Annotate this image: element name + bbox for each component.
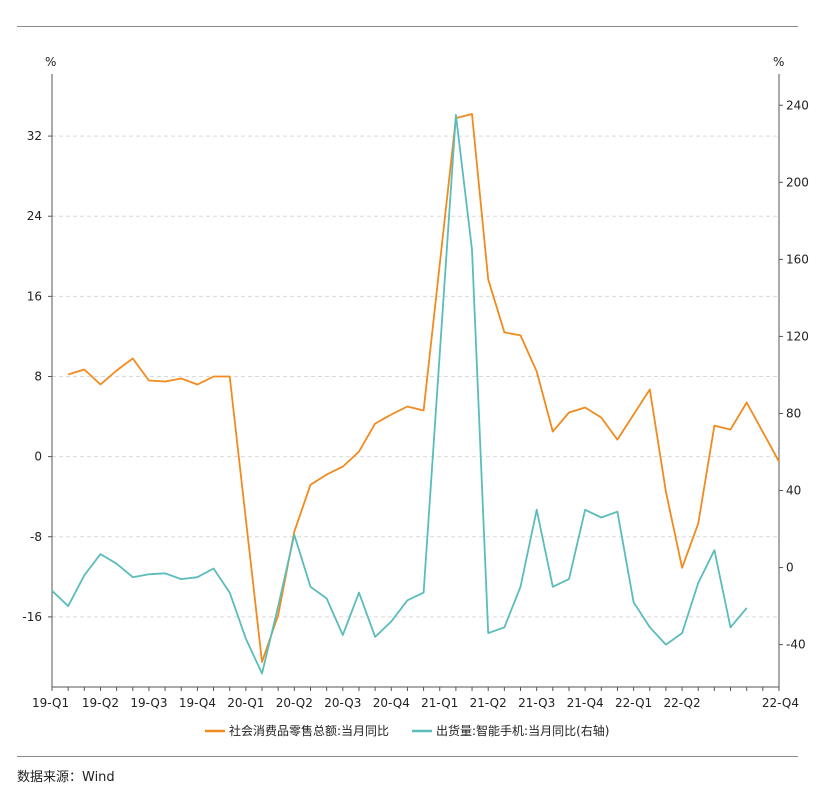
- left-tick-label: 8: [34, 369, 42, 383]
- legend-label-1: 出货量:智能手机:当月同比(右轴): [436, 723, 609, 738]
- right-tick-label: 240: [786, 98, 809, 112]
- x-tick-label: 22-Q4: [762, 696, 799, 710]
- x-tick-label: 20-Q4: [373, 696, 410, 710]
- right-tick-label: 200: [786, 175, 809, 189]
- x-tick-label: 22-Q2: [664, 696, 701, 710]
- x-tick-label: 21-Q1: [421, 696, 458, 710]
- x-tick-label: 20-Q2: [276, 696, 313, 710]
- axes: % % -16 -8 0 8 16 24 32 -40 0 40 80 120 160 200 240 19-Q1…: [22, 55, 809, 710]
- series-lines: [51, 113, 780, 675]
- x-tick-label: 19-Q1: [32, 696, 69, 710]
- left-tick-label: -8: [30, 530, 42, 544]
- right-tick-label: 0: [786, 561, 794, 575]
- right-tick-label: 40: [786, 484, 801, 498]
- bottom-rule: [17, 756, 798, 757]
- right-tick-label: -40: [786, 638, 806, 652]
- x-tick-label: 21-Q3: [518, 696, 555, 710]
- left-tick-label: 32: [27, 129, 42, 143]
- x-tick-label: 21-Q2: [470, 696, 507, 710]
- left-tick-label: -16: [22, 610, 42, 624]
- x-tick-label: 21-Q4: [567, 696, 604, 710]
- x-tick-label: 19-Q4: [179, 696, 216, 710]
- right-tick-label: 160: [786, 252, 809, 266]
- source-note: 数据来源：Wind: [17, 770, 115, 785]
- series-line-smartphone-shipments: [51, 114, 748, 675]
- x-tick-label: 19-Q3: [130, 696, 167, 710]
- x-tick-label: 19-Q2: [82, 696, 119, 710]
- right-axis-unit: %: [773, 55, 784, 69]
- x-tick-label: 20-Q3: [324, 696, 361, 710]
- legend: 社会消费品零售总额:当月同比 出货量:智能手机:当月同比(右轴): [205, 723, 609, 738]
- right-tick-label: 80: [786, 406, 801, 420]
- series-line-retail-sales: [67, 113, 780, 663]
- top-rule: [17, 26, 798, 27]
- left-tick-label: 24: [27, 209, 42, 223]
- legend-label-0: 社会消费品零售总额:当月同比: [229, 723, 389, 738]
- left-axis-unit: %: [45, 55, 56, 69]
- right-tick-label: 120: [786, 329, 809, 343]
- left-tick-label: 16: [27, 289, 42, 303]
- x-tick-label: 20-Q1: [227, 696, 264, 710]
- gridlines: [52, 135, 779, 618]
- left-tick-label: 0: [34, 450, 42, 464]
- x-tick-label: 22-Q1: [615, 696, 652, 710]
